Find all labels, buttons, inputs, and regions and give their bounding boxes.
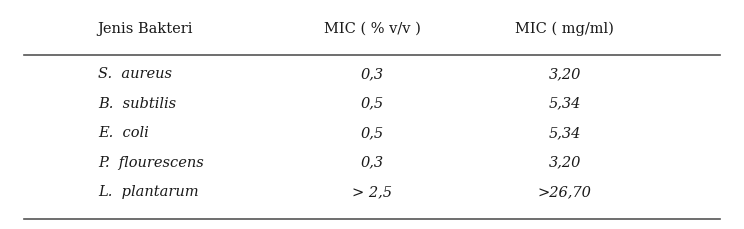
Text: 0,3: 0,3: [360, 67, 384, 81]
Text: L.  plantarum: L. plantarum: [97, 184, 199, 198]
Text: P.  flourescens: P. flourescens: [97, 155, 204, 169]
Text: Jenis Bakteri: Jenis Bakteri: [97, 22, 193, 35]
Text: 3,20: 3,20: [548, 67, 581, 81]
Text: > 2,5: > 2,5: [352, 184, 392, 198]
Text: MIC ( mg/ml): MIC ( mg/ml): [516, 21, 614, 36]
Text: MIC ( % v/v ): MIC ( % v/v ): [324, 22, 420, 35]
Text: >26,70: >26,70: [538, 184, 591, 198]
Text: 5,34: 5,34: [548, 126, 581, 139]
Text: 3,20: 3,20: [548, 155, 581, 169]
Text: E.  coli: E. coli: [97, 126, 149, 139]
Text: S.  aureus: S. aureus: [97, 67, 172, 81]
Text: 0,3: 0,3: [360, 155, 384, 169]
Text: 0,5: 0,5: [360, 126, 384, 139]
Text: 5,34: 5,34: [548, 96, 581, 110]
Text: B.  subtilis: B. subtilis: [97, 96, 176, 110]
Text: 0,5: 0,5: [360, 96, 384, 110]
